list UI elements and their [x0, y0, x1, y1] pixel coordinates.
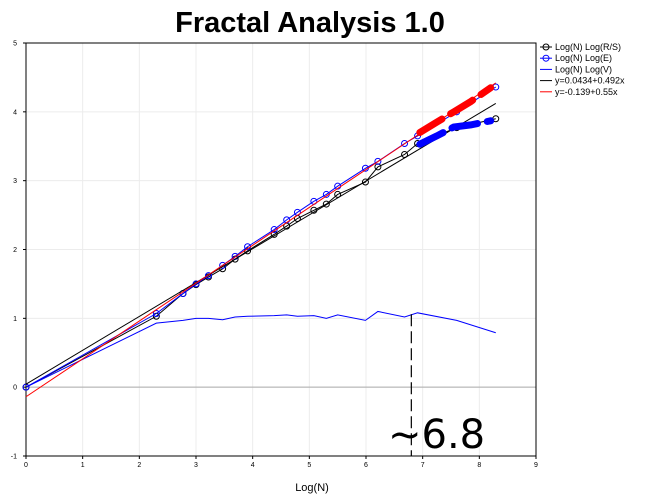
series-4 [25, 82, 497, 398]
legend-label: y=-0.139+0.55x [555, 87, 618, 97]
data-point [361, 178, 369, 186]
chart-title: Fractal Analysis 1.0 [175, 7, 445, 39]
fit-line [25, 82, 497, 398]
x-tick-label: 0 [24, 462, 28, 469]
legend-item: Log(N) Log(E) [540, 53, 612, 63]
fit-line [25, 103, 497, 385]
series-3 [25, 103, 497, 385]
y-tick-label: 0 [13, 385, 17, 392]
legend-marker [542, 43, 550, 51]
legend-label: y=0.0434+0.492x [555, 76, 625, 86]
data-point [374, 157, 382, 165]
highlight-segment [416, 84, 495, 136]
x-tick-label: 3 [194, 462, 198, 469]
data-point [152, 310, 160, 318]
legend-item: Log(N) Log(R/S) [540, 42, 621, 52]
x-tick-label: 4 [251, 462, 255, 469]
y-tick-label: 1 [13, 316, 17, 323]
x-tick-label: 1 [81, 462, 85, 469]
legend-label: Log(N) Log(V) [555, 64, 612, 74]
legend-item: y=-0.139+0.55x [540, 87, 618, 97]
y-tick-label: -1 [11, 454, 17, 461]
x-axis-title: Log(N) [295, 482, 329, 494]
highlight-segments [416, 84, 495, 148]
series [22, 82, 500, 398]
x-tick-label: 2 [137, 462, 141, 469]
legend-item: Log(N) Log(V) [540, 64, 612, 74]
legend: Log(N) Log(R/S)Log(N) Log(E)Log(N) Log(V… [540, 42, 625, 97]
x-tick-label: 6 [364, 462, 368, 469]
y-tick-label: 3 [13, 178, 17, 185]
data-point [322, 200, 330, 208]
legend-marker [542, 54, 550, 62]
legend-label: Log(N) Log(E) [555, 53, 612, 63]
y-tick-label: 2 [13, 247, 17, 254]
annotation-label: ~6.8 [388, 412, 485, 458]
x-tick-label: 9 [534, 462, 538, 469]
highlight-segment [416, 117, 495, 148]
series-line [25, 118, 496, 388]
data-point [401, 139, 409, 147]
legend-label: Log(N) Log(R/S) [555, 42, 621, 52]
x-tick-label: 5 [307, 462, 311, 469]
data-point [270, 226, 278, 234]
axis-ticks: 0 1 2 3 4 5 6 7 8 9 -1 0 1 2 3 4 5 [11, 41, 538, 470]
data-point [204, 272, 212, 280]
x-tick-label: 7 [421, 462, 425, 469]
y-tick-label: 5 [13, 41, 17, 48]
y-tick-label: 4 [13, 109, 17, 116]
x-tick-label: 8 [477, 462, 481, 469]
legend-item: y=0.0434+0.492x [540, 76, 625, 86]
series-2 [25, 310, 496, 388]
series-line [25, 310, 496, 388]
